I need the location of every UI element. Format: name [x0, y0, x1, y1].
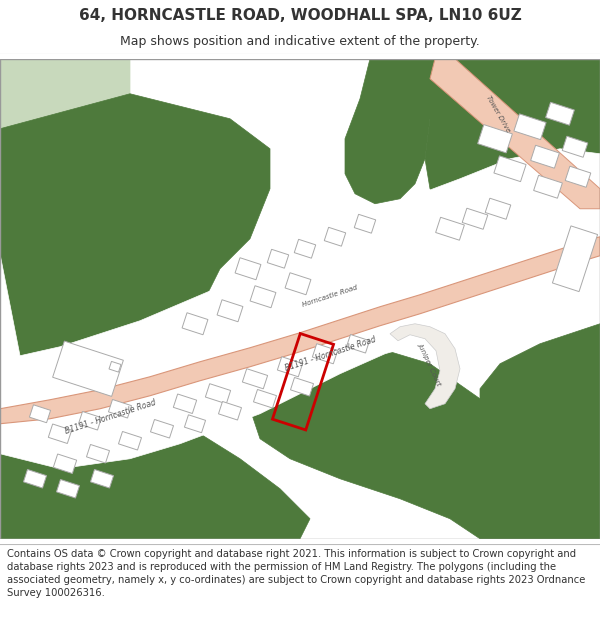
Text: Horncastle Road: Horncastle Road [302, 284, 358, 308]
Polygon shape [277, 357, 302, 377]
Polygon shape [29, 405, 50, 422]
Polygon shape [267, 249, 289, 268]
Polygon shape [250, 286, 276, 308]
Polygon shape [533, 175, 562, 198]
Polygon shape [346, 334, 370, 353]
Polygon shape [494, 156, 526, 182]
Polygon shape [217, 300, 243, 322]
Polygon shape [0, 94, 270, 369]
Polygon shape [514, 114, 546, 139]
Polygon shape [118, 431, 142, 450]
Polygon shape [485, 198, 511, 219]
Polygon shape [173, 394, 197, 414]
Polygon shape [0, 149, 600, 469]
Polygon shape [56, 479, 80, 498]
Text: Tower Drive: Tower Drive [485, 94, 511, 133]
Polygon shape [184, 415, 206, 432]
Polygon shape [109, 361, 121, 372]
Text: 64, HORNCASTLE ROAD, WOODHALL SPA, LN10 6UZ: 64, HORNCASTLE ROAD, WOODHALL SPA, LN10 … [79, 8, 521, 22]
Polygon shape [253, 389, 277, 408]
Text: B1191 - Horncastle Road: B1191 - Horncastle Road [283, 335, 377, 372]
Polygon shape [425, 59, 600, 229]
Polygon shape [354, 214, 376, 233]
Polygon shape [53, 454, 77, 474]
Polygon shape [49, 424, 71, 444]
Polygon shape [109, 399, 131, 418]
Polygon shape [151, 419, 173, 438]
Polygon shape [23, 469, 47, 488]
Polygon shape [313, 344, 338, 364]
Polygon shape [182, 312, 208, 335]
Polygon shape [390, 324, 460, 409]
Polygon shape [86, 444, 110, 463]
Text: Map shows position and indicative extent of the property.: Map shows position and indicative extent… [120, 36, 480, 48]
Polygon shape [565, 166, 591, 188]
Polygon shape [436, 217, 464, 240]
Polygon shape [0, 237, 600, 424]
Polygon shape [79, 411, 101, 430]
Polygon shape [53, 341, 124, 396]
Polygon shape [530, 145, 559, 168]
Polygon shape [553, 226, 598, 292]
Text: B1191 - Horncastle Road: B1191 - Horncastle Road [64, 398, 157, 436]
Polygon shape [324, 228, 346, 246]
Polygon shape [205, 384, 230, 404]
Polygon shape [0, 59, 130, 169]
Polygon shape [294, 239, 316, 258]
Text: Juniper Court: Juniper Court [418, 341, 443, 386]
Polygon shape [290, 378, 314, 396]
Polygon shape [545, 102, 574, 125]
Polygon shape [480, 324, 600, 539]
Polygon shape [0, 424, 310, 539]
Polygon shape [478, 124, 512, 153]
Polygon shape [0, 324, 145, 449]
Polygon shape [218, 401, 242, 420]
Text: Contains OS data © Crown copyright and database right 2021. This information is : Contains OS data © Crown copyright and d… [7, 549, 586, 598]
Polygon shape [430, 59, 600, 209]
Polygon shape [235, 258, 261, 280]
Polygon shape [562, 136, 588, 158]
Polygon shape [242, 369, 268, 389]
Polygon shape [462, 208, 488, 229]
Polygon shape [345, 59, 430, 204]
Polygon shape [91, 469, 113, 488]
Polygon shape [285, 272, 311, 295]
Polygon shape [250, 349, 600, 539]
